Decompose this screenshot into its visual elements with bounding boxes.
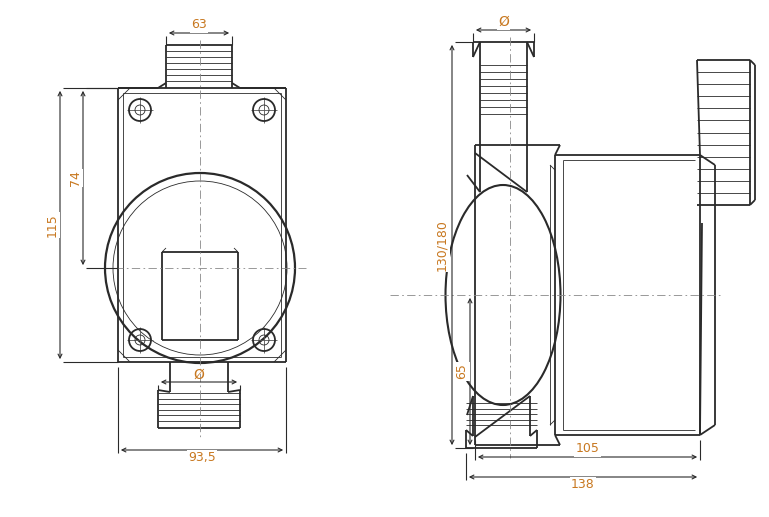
Text: 65: 65 xyxy=(455,363,468,379)
Text: Ø: Ø xyxy=(194,368,205,382)
Text: 93,5: 93,5 xyxy=(188,451,216,464)
Text: 63: 63 xyxy=(191,19,207,32)
Text: 115: 115 xyxy=(45,213,58,237)
Text: 74: 74 xyxy=(68,170,82,186)
Text: 138: 138 xyxy=(571,479,595,492)
Text: Ø: Ø xyxy=(498,15,509,29)
Text: 105: 105 xyxy=(575,443,600,455)
Text: 130/180: 130/180 xyxy=(435,219,448,271)
